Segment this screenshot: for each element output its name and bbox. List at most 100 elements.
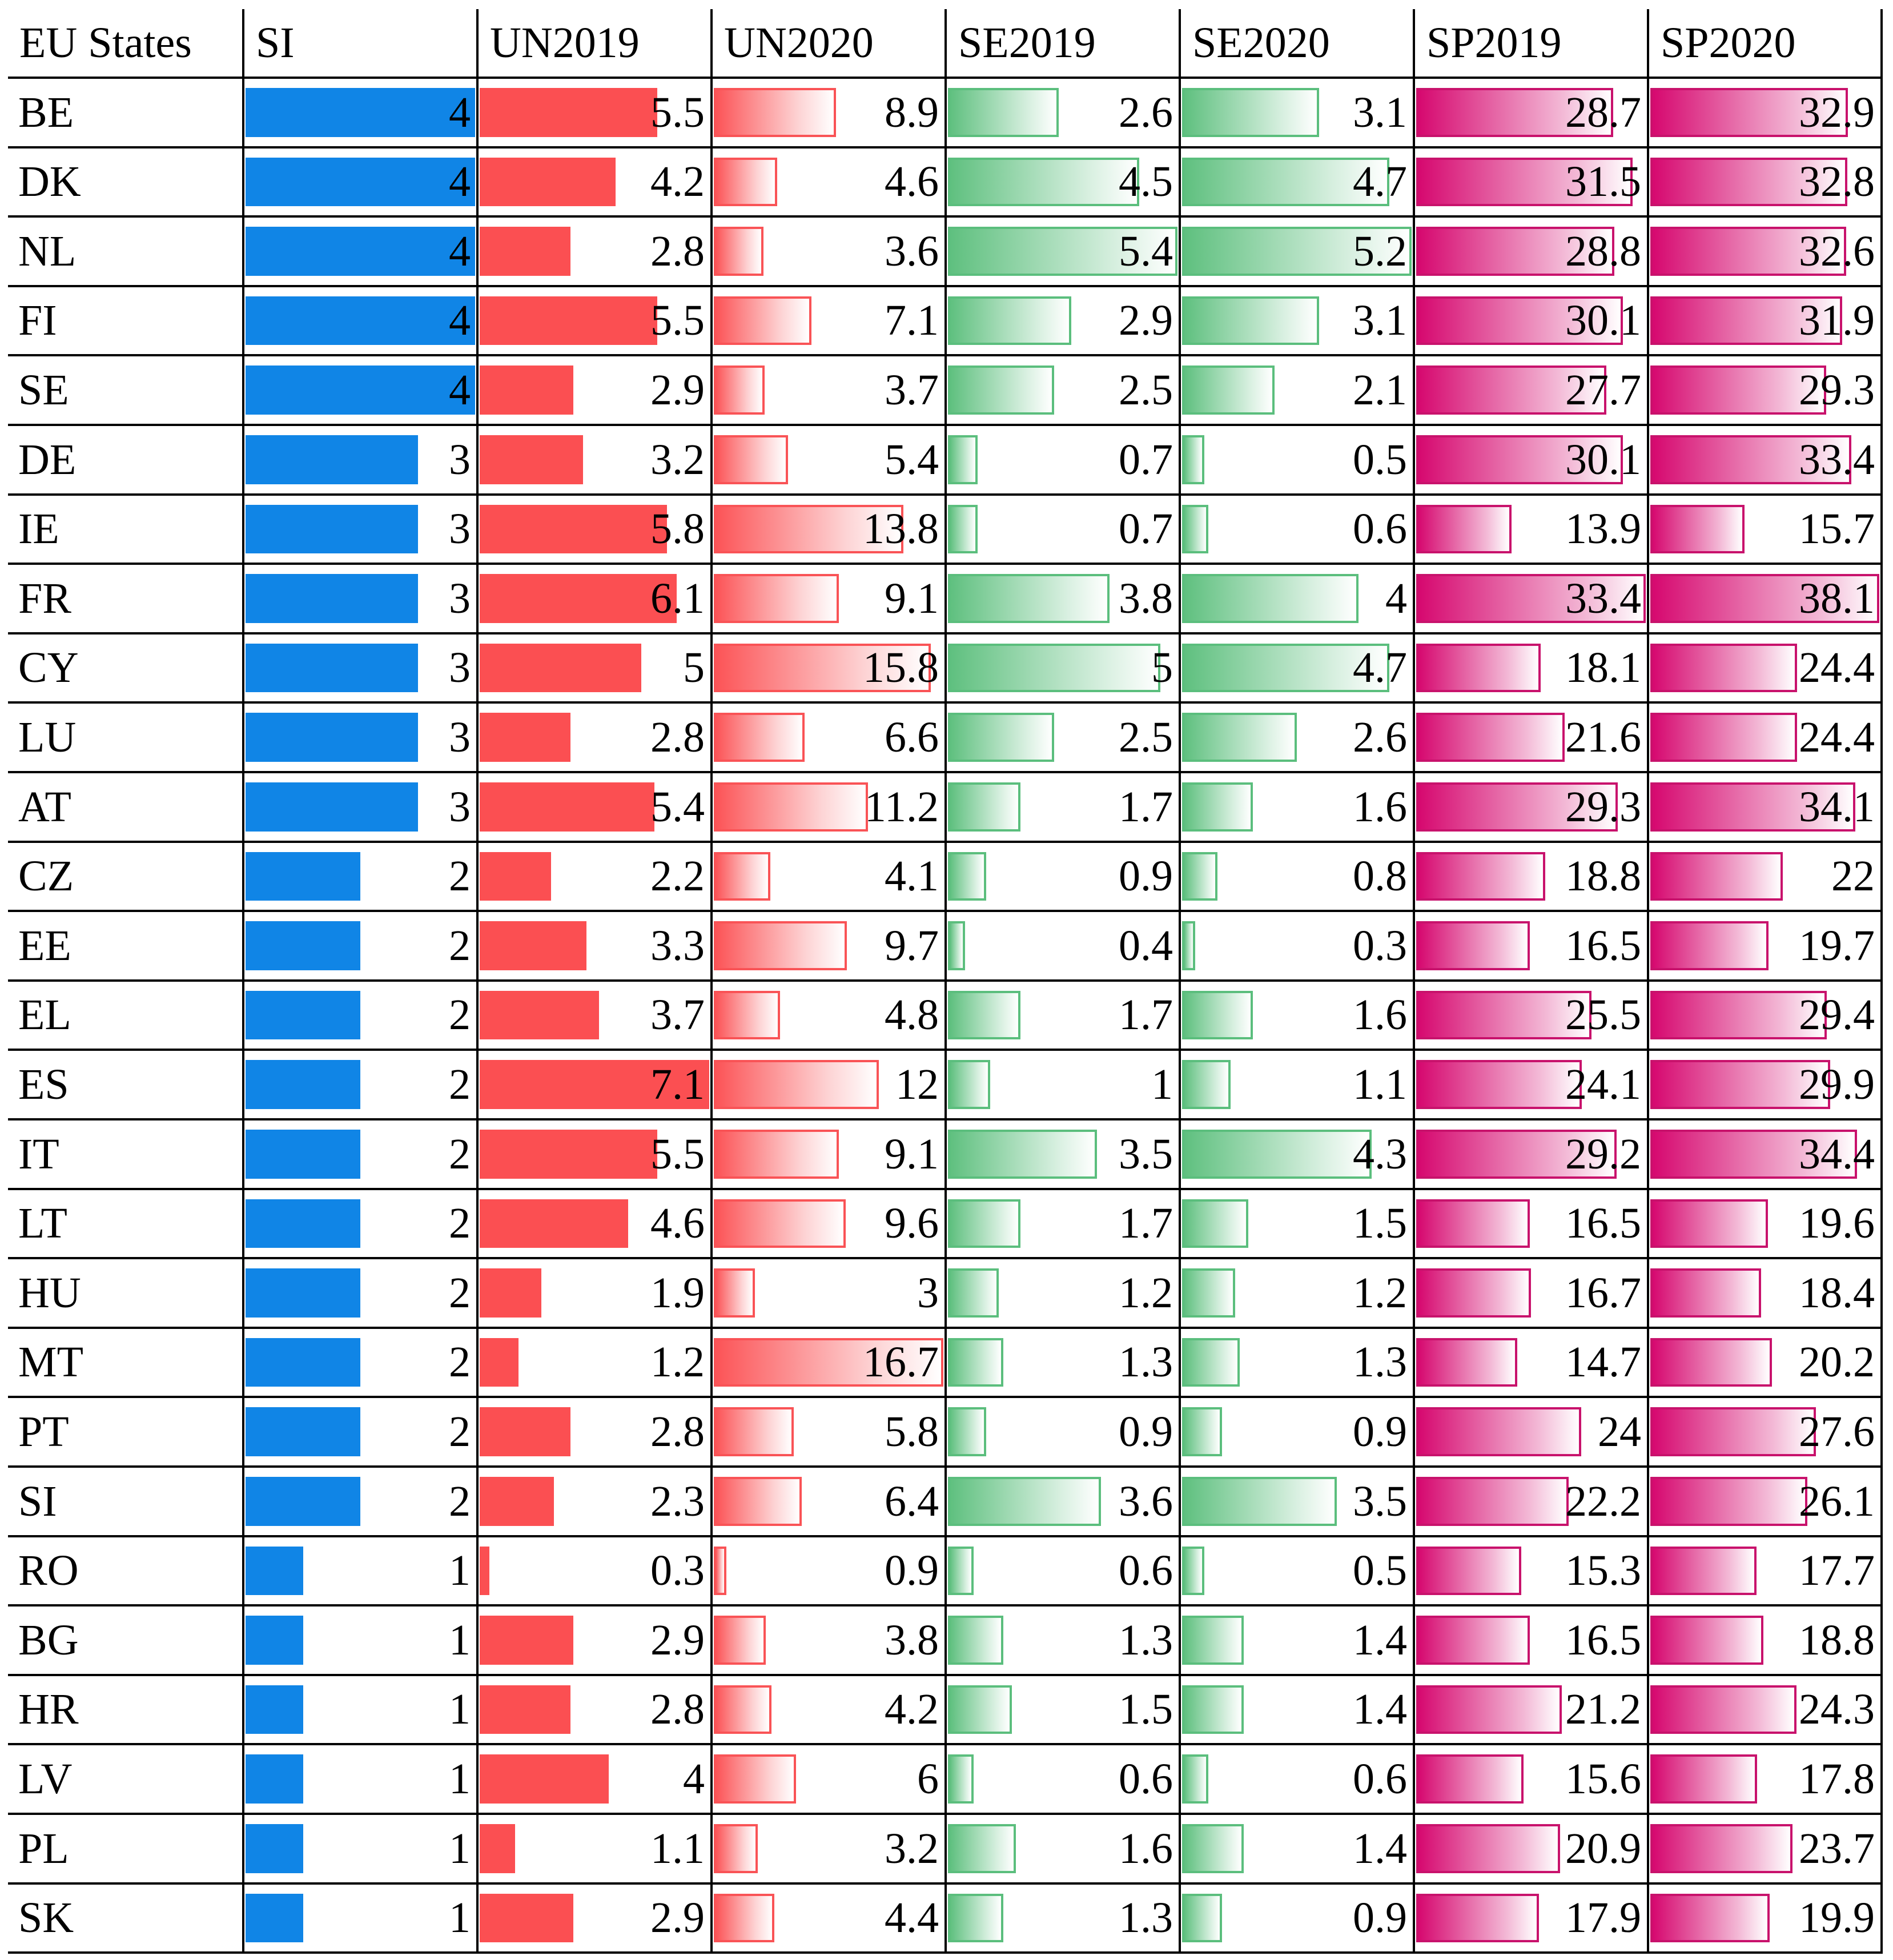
value-cell: 4.7 [1181, 634, 1415, 704]
data-bar [1416, 366, 1606, 415]
value-cell: 3.2 [479, 426, 713, 496]
data-bar [1182, 1824, 1244, 1873]
data-bar [480, 1824, 515, 1873]
value-cell: 2.8 [479, 1398, 713, 1468]
value-cell: 1.2 [479, 1329, 713, 1398]
value-label: 29.2 [1565, 1130, 1641, 1178]
data-bar [948, 1407, 986, 1456]
value-cell: 28.8 [1415, 218, 1649, 287]
value-cell: 5.5 [479, 287, 713, 356]
value-cell: 33.4 [1649, 426, 1883, 496]
data-bar [948, 1824, 1016, 1873]
value-label: 6.4 [885, 1477, 939, 1525]
value-label: 9.7 [885, 921, 939, 970]
value-label: 2.9 [650, 366, 705, 414]
value-label: 24 [1598, 1407, 1641, 1456]
data-bar [480, 713, 570, 762]
value-cell: 15.6 [1415, 1745, 1649, 1815]
value-cell: 16.5 [1415, 1190, 1649, 1259]
state-cell: LU [8, 704, 244, 773]
value-label: 13.9 [1565, 505, 1641, 553]
value-label: 4 [449, 296, 471, 344]
data-bar [948, 1268, 999, 1318]
data-bar [1416, 158, 1633, 206]
value-cell: 5.5 [479, 1120, 713, 1190]
data-bar [1182, 991, 1253, 1039]
data-bar [246, 1268, 360, 1318]
value-label: 4 [449, 366, 471, 414]
value-cell: 1.1 [479, 1815, 713, 1885]
data-bar [1416, 1199, 1530, 1248]
value-label: 1 [449, 1616, 471, 1664]
data-bar [246, 782, 418, 832]
value-cell: 0.7 [947, 426, 1181, 496]
value-cell: 3 [244, 773, 479, 843]
value-label: 24.3 [1799, 1685, 1875, 1733]
value-label: 3.5 [1353, 1477, 1407, 1525]
value-label: 4.6 [650, 1199, 705, 1247]
state-label: FR [18, 574, 71, 622]
data-bar [948, 1547, 974, 1595]
value-label: 9.6 [885, 1199, 939, 1247]
value-label: 6 [917, 1754, 939, 1803]
value-cell: 24.4 [1649, 704, 1883, 773]
value-cell: 4.3 [1181, 1120, 1415, 1190]
state-label: AT [18, 782, 71, 831]
state-label: IT [18, 1130, 59, 1178]
state-label: LT [18, 1199, 67, 1247]
state-cell: CZ [8, 843, 244, 912]
value-cell: 5.4 [479, 773, 713, 843]
value-label: 11.2 [864, 782, 939, 831]
data-bar [480, 227, 570, 276]
data-bar [714, 782, 868, 832]
value-cell: 2 [244, 982, 479, 1051]
value-cell: 4.2 [713, 1676, 947, 1745]
data-bar [714, 991, 780, 1039]
value-label: 0.8 [1353, 852, 1407, 900]
value-label: 13.8 [863, 505, 939, 553]
value-cell: 2.5 [947, 704, 1181, 773]
value-cell: 1.3 [947, 1606, 1181, 1676]
value-cell: 3 [244, 426, 479, 496]
data-bar [1650, 1130, 1857, 1179]
data-bar [1182, 1268, 1235, 1318]
value-cell: 1.3 [947, 1885, 1181, 1954]
value-cell: 5.4 [713, 426, 947, 496]
value-cell: 17.7 [1649, 1537, 1883, 1606]
value-cell: 32.8 [1649, 148, 1883, 218]
data-bar [1182, 1338, 1240, 1387]
data-bar [480, 1060, 709, 1109]
data-bar [1650, 1338, 1772, 1387]
data-bar [1416, 1130, 1617, 1179]
data-bar [1416, 852, 1545, 901]
value-label: 0.3 [650, 1547, 705, 1594]
state-label: PL [18, 1824, 69, 1873]
state-cell: EL [8, 982, 244, 1051]
value-cell: 16.7 [713, 1329, 947, 1398]
value-cell: 0.4 [947, 912, 1181, 982]
data-bar [1182, 1616, 1244, 1665]
value-cell: 29.3 [1415, 773, 1649, 843]
value-label: 6.6 [885, 713, 939, 761]
data-bar [948, 1754, 974, 1804]
data-bar [714, 1616, 766, 1665]
value-label: 30.1 [1565, 296, 1641, 344]
value-cell: 0.8 [1181, 843, 1415, 912]
value-cell: 1.5 [947, 1676, 1181, 1745]
data-bar [1650, 1477, 1807, 1526]
data-bar [948, 852, 986, 901]
data-bar [1182, 1477, 1337, 1526]
data-bar [246, 1685, 303, 1734]
value-label: 5.4 [885, 435, 939, 484]
data-bar [1182, 1060, 1231, 1109]
state-label: BG [18, 1616, 79, 1664]
value-label: 3 [449, 644, 471, 692]
value-label: 14.7 [1565, 1338, 1641, 1386]
value-cell: 0.3 [1181, 912, 1415, 982]
value-cell: 2 [244, 1120, 479, 1190]
value-label: 29.4 [1799, 991, 1875, 1039]
value-label: 5.4 [650, 782, 705, 831]
state-cell: PT [8, 1398, 244, 1468]
value-label: 1.3 [1119, 1338, 1173, 1386]
data-bar [1650, 713, 1797, 762]
